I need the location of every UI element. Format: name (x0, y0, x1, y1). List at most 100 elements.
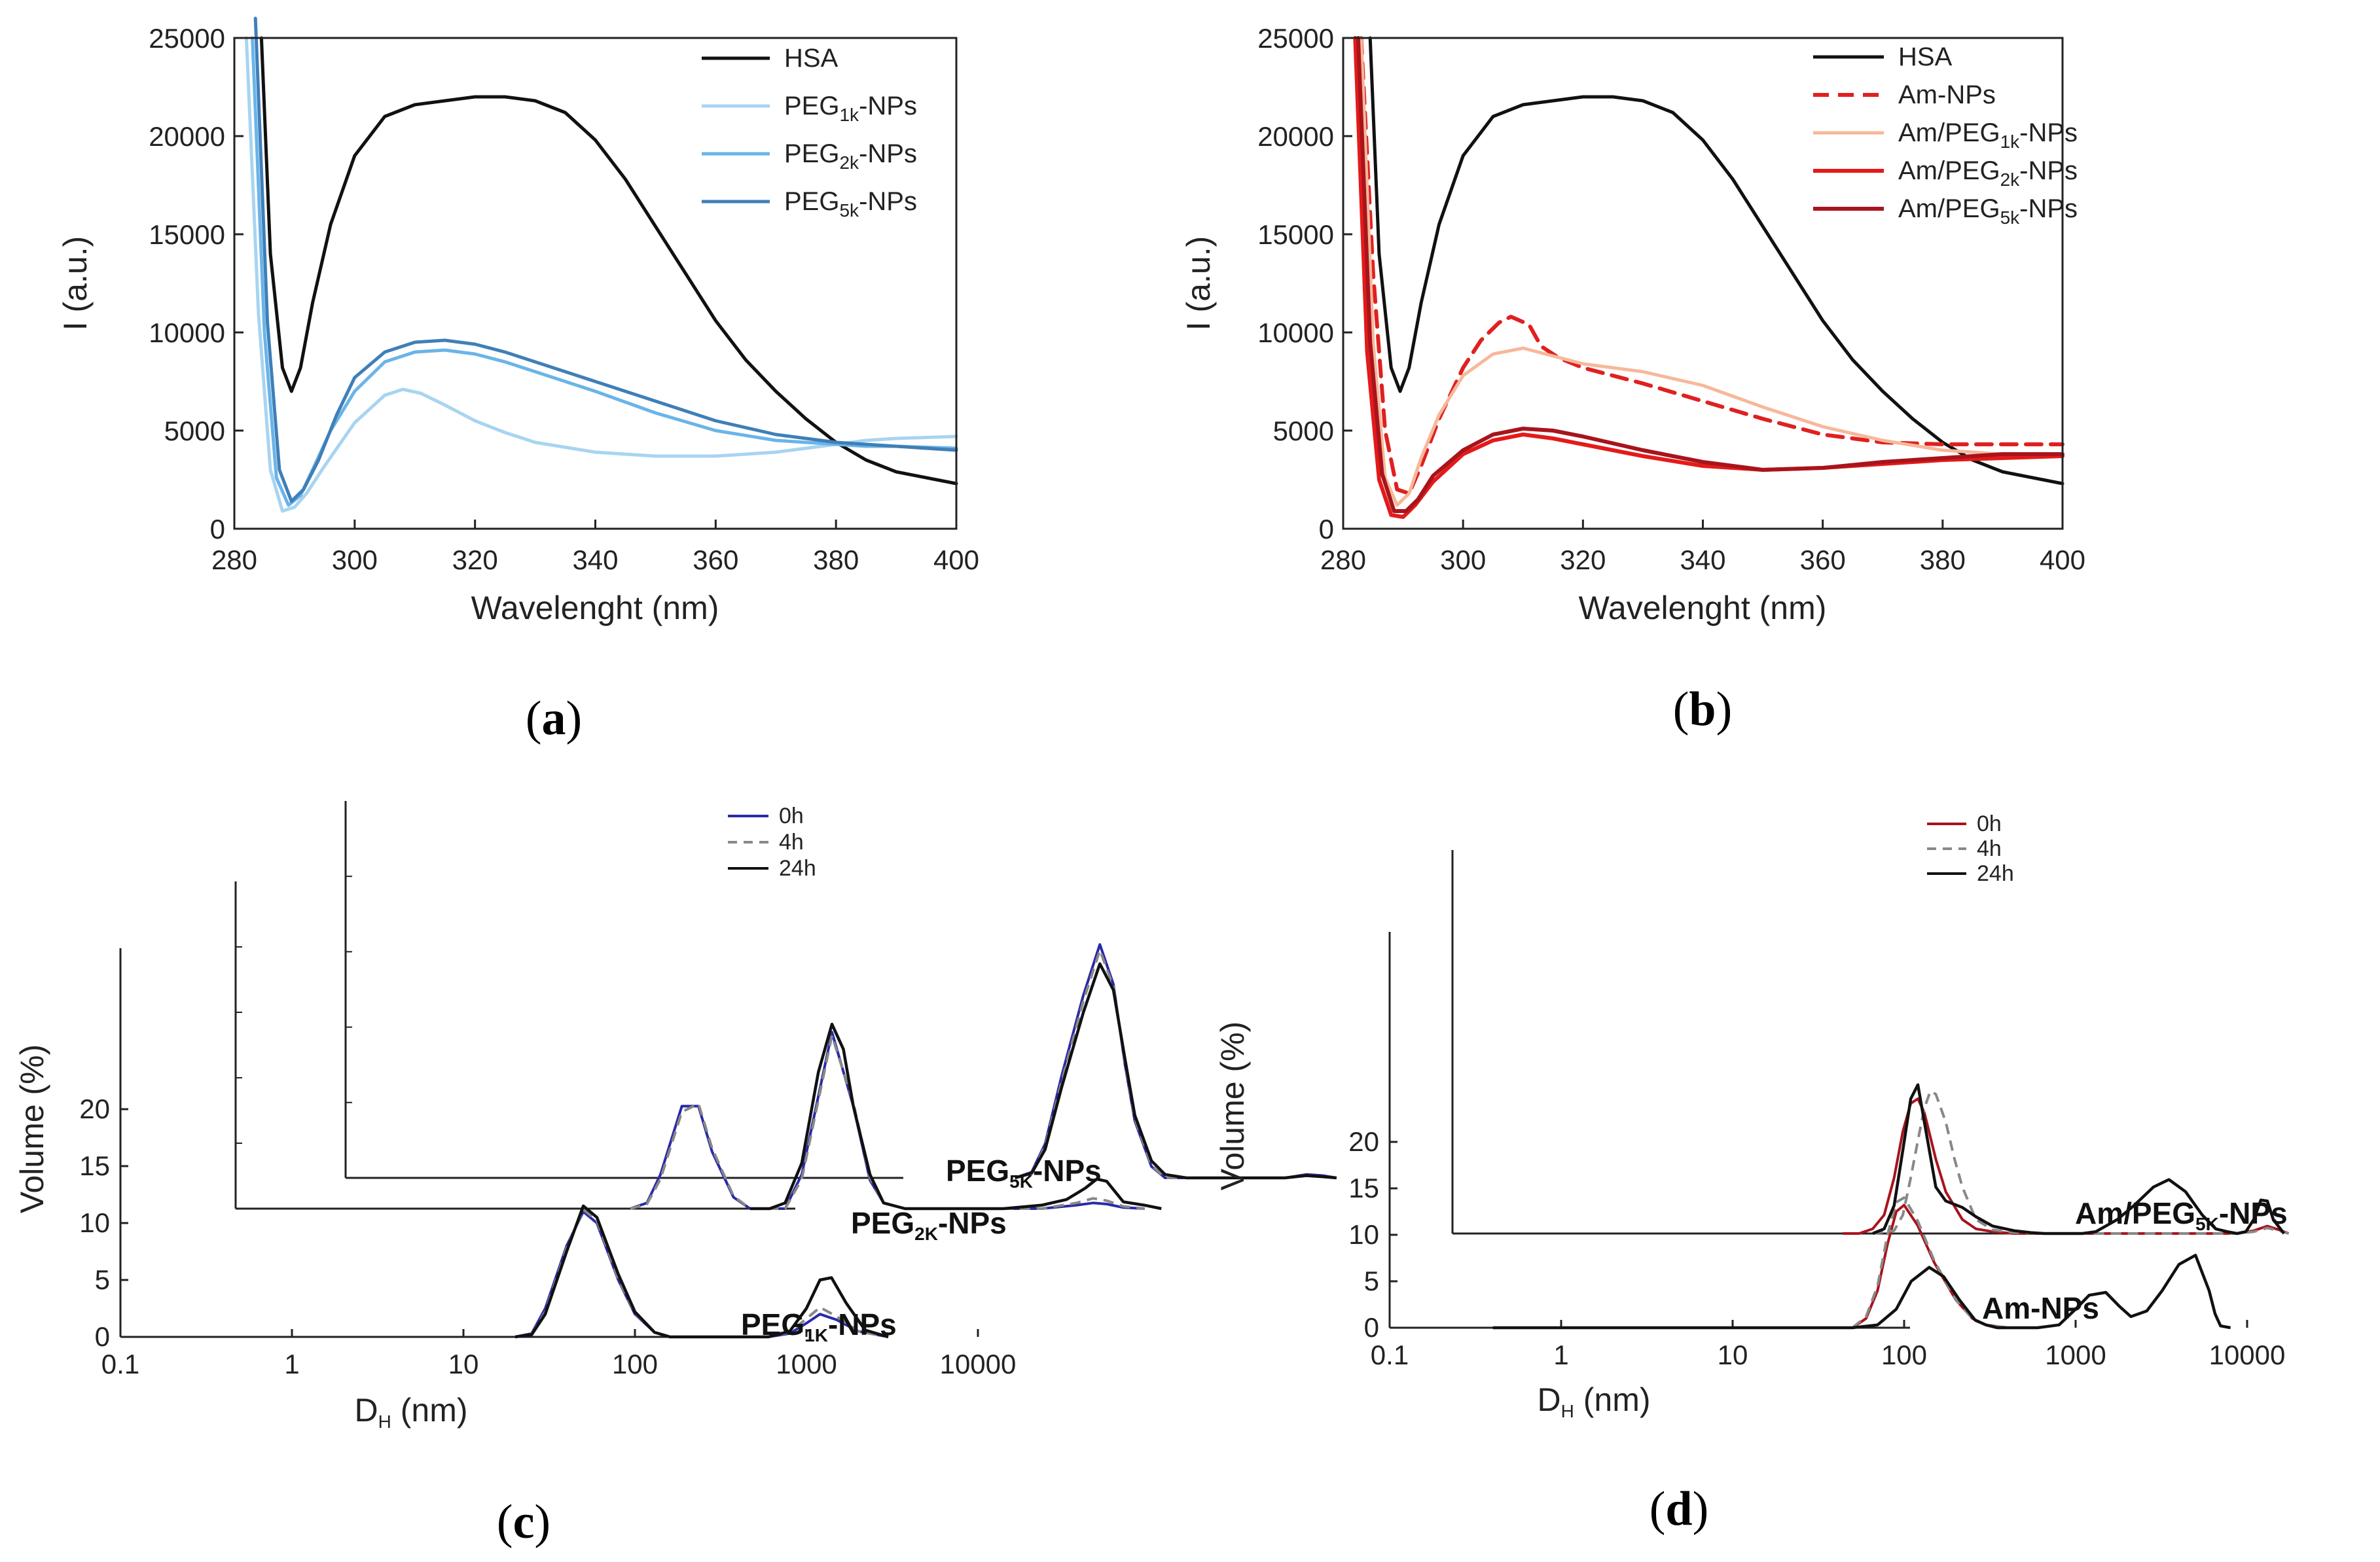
panel-b-ylabel: I (a.u.) (1180, 236, 1217, 330)
panel-d-xlabel-sub: H (1561, 1401, 1574, 1421)
panel-d-label: (d) (1650, 1482, 1708, 1536)
legend-label-24h: 24h (1977, 861, 2014, 886)
series-line-am-peg5k-nps (1356, 36, 2064, 513)
legend-label-2: PEG2k-NPs (784, 139, 917, 173)
panel-c-xlabel-suffix: (nm) (391, 1392, 468, 1429)
y-tick-label: 5000 (1273, 416, 1334, 446)
panel-d-xlabel-base: D (1538, 1381, 1561, 1418)
panel-d-label-letter: d (1665, 1482, 1692, 1536)
panel-b-plot-frame (1342, 37, 2064, 530)
legend-label-0: HSA (784, 44, 838, 73)
y-tick-label: 20000 (149, 121, 225, 152)
y-tick-label: 10000 (1257, 317, 1334, 348)
panel-c-label: (c) (497, 1495, 550, 1549)
panel-b-ticks: 280 300 320 340 360 380 400 0 5000 10000 15000 2000… (1257, 23, 2085, 575)
x-tick-label: 280 (1320, 544, 1366, 575)
x-tick-label: 100 (1881, 1340, 1927, 1370)
x-tick-label: 380 (1920, 544, 1966, 575)
legend-label-4h: 4h (1977, 836, 2002, 861)
panel-c-series (514, 943, 1337, 1339)
series-line-peg1k-nps (244, 36, 958, 513)
panel-d-chart: 0.1 1 10 100 1000 10000 0 5 10 15 20 DH (nm) Volum… (1214, 811, 2290, 1536)
series-line-am-nps-24h (1492, 1253, 2231, 1330)
x-tick-label: 320 (1560, 544, 1606, 575)
panel-a-ticks: 280 300 320 340 360 380 400 0 5000 10000 15000 2000… (149, 23, 979, 575)
panel-d-series (1492, 1083, 2290, 1330)
panel-c-label-letter: c (513, 1495, 535, 1549)
series-line-peg2k-nps-4h (630, 1034, 1145, 1210)
series-line-hsa (259, 36, 958, 486)
y-tick-label: 10 (79, 1207, 110, 1238)
panel-c-sample-labels: PEG1K-NPs PEG2K-NPs PEG5K-NPs (741, 1154, 1102, 1345)
panel-b-label-letter: b (1689, 683, 1716, 736)
y-tick-label: 20 (1348, 1126, 1379, 1157)
legend-label-0: HSA (1898, 43, 1953, 71)
panel-d-axes: 0.1 1 10 100 1000 10000 0 5 10 15 20 (1348, 850, 2285, 1370)
x-tick-label: 1 (284, 1349, 299, 1379)
series-line-peg5k-nps-0h (1014, 943, 1337, 1179)
legend-label-0h: 0h (779, 804, 804, 828)
y-tick-label: 25000 (1257, 23, 1334, 54)
legend-label-1: PEG1k-NPs (784, 92, 917, 125)
legend-label-0h: 0h (1977, 811, 2002, 836)
x-tick-label: 340 (572, 544, 618, 575)
panel-a-series (244, 16, 958, 513)
y-tick-label: 5000 (164, 416, 225, 446)
x-tick-label: 400 (933, 544, 979, 575)
panel-d-xlabel: DH (nm) (1538, 1381, 1651, 1421)
series-line-hsa (1368, 36, 2064, 486)
series-line-am-nps-4h (1851, 1196, 2008, 1329)
y-tick-label: 0 (95, 1321, 110, 1352)
y-tick-label: 0 (1364, 1312, 1379, 1343)
panel-d-xlabel-suffix: (nm) (1574, 1381, 1651, 1418)
y-tick-label: 0 (1319, 514, 1334, 544)
series-line-peg1k-nps-24h (514, 1204, 889, 1339)
x-tick-label: 320 (452, 544, 498, 575)
x-tick-label: 1000 (776, 1349, 837, 1379)
y-tick-label: 0 (210, 514, 225, 544)
x-tick-label: 1000 (2045, 1340, 2106, 1370)
series-line-am-peg5k-nps-4h (1872, 1090, 2290, 1235)
legend-label-3: PEG5k-NPs (784, 187, 917, 221)
panel-c-label-open: ( (497, 1495, 513, 1549)
legend-label-2: Am/PEG1k-NPs (1898, 118, 2078, 152)
y-tick-label: 10 (1348, 1219, 1379, 1250)
panel-c-xlabel: DH (nm) (355, 1392, 468, 1432)
panel-b-chart: 280 300 320 340 360 380 400 0 5000 10000 15000 2000… (1180, 23, 2085, 736)
panel-c-chart: 0.1 1 10 100 1000 10000 0 5 10 15 20 DH (nm) Volum… (14, 801, 1337, 1549)
series-line-peg5k-nps (253, 16, 958, 503)
panel-a-label: (a) (526, 692, 582, 745)
sample-label-0: PEG1K-NPs (741, 1307, 897, 1345)
panel-c-xlabel-sub: H (378, 1411, 391, 1432)
legend-label-4h: 4h (779, 830, 804, 855)
series-line-am-peg5k-nps-24h (1872, 1083, 2286, 1235)
x-tick-label: 10000 (2209, 1340, 2286, 1370)
panel-a-label-close: ) (566, 692, 583, 745)
panel-a-chart: 280 300 320 340 360 380 400 0 5000 10000 15000 2000… (57, 16, 979, 745)
y-tick-label: 5 (1364, 1266, 1379, 1296)
sample-label-1: Am/PEG5K-NPs (2075, 1196, 2288, 1234)
y-tick-label: 15000 (1257, 219, 1334, 250)
x-tick-label: 380 (813, 544, 859, 575)
x-tick-label: 300 (332, 544, 378, 575)
panel-a-xlabel: Wavelenght (nm) (471, 590, 719, 626)
panel-b-xlabel: Wavelenght (nm) (1579, 590, 1827, 626)
series-line-peg5k-nps-4h (1015, 949, 1337, 1179)
x-tick-label: 0.1 (101, 1349, 139, 1379)
sample-label-0: Am-NPs (1982, 1291, 2099, 1325)
series-line-am-peg1k-nps (1360, 36, 2064, 507)
panel-c-axes: 0.1 1 10 100 1000 10000 0 5 10 15 20 (79, 801, 1016, 1379)
panel-b-label-close: ) (1716, 683, 1733, 736)
x-tick-label: 300 (1440, 544, 1486, 575)
panel-b-label: (b) (1673, 683, 1732, 736)
y-tick-label: 10000 (149, 317, 225, 348)
legend-label-4: Am/PEG5k-NPs (1898, 194, 2078, 228)
panel-d-label-close: ) (1693, 1482, 1709, 1536)
legend-label-3: Am/PEG2k-NPs (1898, 156, 2078, 190)
legend-label-24h: 24h (779, 856, 816, 881)
sample-label-2: PEG5K-NPs (946, 1154, 1102, 1192)
panel-d-label-open: ( (1650, 1482, 1666, 1536)
